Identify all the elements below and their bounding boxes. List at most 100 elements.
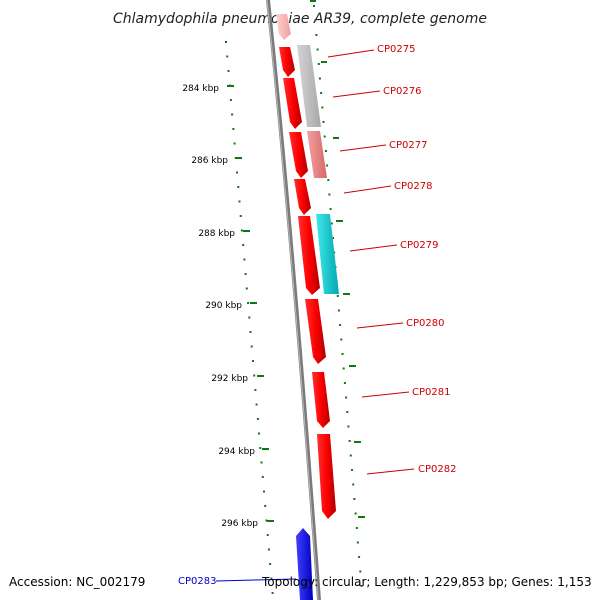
- scale-dot: [266, 534, 269, 536]
- scale-dot: [238, 200, 241, 203]
- scale-dot: [352, 483, 355, 486]
- genome-backbone: [266, 0, 321, 600]
- gene-track-outer: [297, 45, 339, 294]
- scale-dot: [259, 447, 262, 449]
- outer-scale-ticks: [310, 0, 365, 518]
- scale-dot: [265, 519, 268, 522]
- scale-dot: [229, 99, 232, 101]
- scale-dot: [315, 34, 318, 36]
- scale-dot: [249, 331, 252, 333]
- scale-dot: [236, 171, 238, 174]
- gene-block[interactable]: [307, 131, 327, 178]
- gene-track-inner: [276, 14, 336, 600]
- scale-axis: 284 kbp 286 kbp 288 kbp 290 kbp 292 kbp …: [182, 84, 274, 529]
- topology-info: Topology: circular; Length: 1,229,853 bp…: [261, 575, 592, 589]
- gene-label[interactable]: CP0282: [418, 464, 456, 475]
- scale-dot: [260, 461, 263, 464]
- gene-label-selected[interactable]: CP0283: [178, 576, 216, 587]
- scale-dot: [327, 179, 330, 181]
- scale-dot: [336, 295, 339, 297]
- scale-tick-label: 286 kbp: [191, 156, 228, 166]
- scale-dot: [242, 244, 245, 246]
- scale-dot: [232, 128, 235, 130]
- scale-dot: [320, 92, 323, 94]
- gene-arrow[interactable]: [294, 179, 311, 215]
- scale-tick-label: 284 kbp: [182, 84, 219, 94]
- scale-dot: [355, 527, 358, 529]
- accession-info: Accession: NC_002179: [9, 575, 145, 589]
- gene-label[interactable]: CP0277: [389, 140, 427, 151]
- scale-dots-outer: [313, 5, 363, 587]
- gene-label[interactable]: CP0276: [383, 86, 421, 97]
- scale-dot: [356, 541, 359, 544]
- scale-dot: [323, 135, 326, 138]
- scale-dot: [317, 63, 320, 65]
- scale-dot: [243, 258, 246, 261]
- scale-dot: [348, 440, 351, 442]
- scale-dot: [258, 432, 261, 435]
- scale-dot: [353, 498, 356, 500]
- scale-dot: [345, 396, 348, 399]
- scale-dot: [326, 164, 329, 167]
- gene-arrow[interactable]: [298, 216, 320, 295]
- scale-dot: [253, 374, 256, 377]
- scale-tick-label: 294 kbp: [218, 447, 255, 457]
- genome-backbone-highlight: [266, 0, 319, 600]
- scale-dots-inner: [225, 41, 274, 594]
- scale-tick: 284 kbp: [182, 84, 234, 94]
- scale-dot: [328, 193, 331, 196]
- gene-arrow[interactable]: [312, 372, 330, 428]
- gene-arrow[interactable]: [283, 78, 302, 129]
- scale-tick-label: 296 kbp: [221, 519, 258, 529]
- scale-tick: 294 kbp: [218, 447, 269, 457]
- gene-block[interactable]: [316, 214, 339, 294]
- scale-dot: [322, 121, 325, 123]
- scale-tick: 288 kbp: [198, 229, 250, 239]
- scale-dot: [233, 142, 236, 145]
- scale-dot: [351, 469, 353, 471]
- gene-arrow[interactable]: [276, 14, 291, 40]
- scale-dot: [347, 425, 350, 428]
- scale-dot: [240, 229, 243, 232]
- gene-arrow-selected[interactable]: [296, 528, 313, 600]
- gene-arrow[interactable]: [317, 434, 336, 519]
- scale-dot: [264, 505, 267, 507]
- scale-dot: [339, 324, 342, 326]
- gene-labels: CP0275 CP0276 CP0277 CP0278 CP0279 CP028…: [178, 44, 456, 587]
- scale-dot: [261, 476, 264, 478]
- gene-label[interactable]: CP0275: [377, 44, 415, 55]
- gene-label[interactable]: CP0279: [400, 240, 438, 251]
- scale-dot: [329, 208, 332, 210]
- scale-dot: [269, 563, 272, 565]
- gene-arrow[interactable]: [289, 132, 308, 178]
- scale-dot: [231, 113, 234, 116]
- scale-dot: [263, 490, 265, 493]
- scale-dot: [247, 302, 250, 304]
- scale-dot: [318, 77, 321, 80]
- scale-dot: [254, 389, 257, 391]
- scale-tick: 286 kbp: [191, 156, 242, 166]
- scale-tick: 292 kbp: [211, 374, 264, 384]
- scale-tick-label: 292 kbp: [211, 374, 248, 384]
- scale-dot: [244, 273, 247, 275]
- scale-dot: [316, 48, 319, 51]
- scale-dot: [354, 512, 357, 515]
- scale-dot: [256, 418, 259, 420]
- scale-dot: [271, 592, 274, 594]
- gene-label[interactable]: CP0280: [406, 318, 444, 329]
- scale-dot: [359, 570, 362, 573]
- scale-dot: [349, 454, 352, 457]
- gene-block[interactable]: [297, 45, 321, 127]
- scale-dot: [321, 106, 324, 109]
- gene-label[interactable]: CP0278: [394, 181, 432, 192]
- gene-arrow[interactable]: [279, 47, 295, 77]
- scale-dot: [337, 309, 340, 312]
- scale-dot: [267, 548, 270, 551]
- scale-dot: [314, 19, 317, 22]
- scale-dot: [313, 5, 315, 7]
- gene-arrow[interactable]: [305, 299, 326, 364]
- gene-label[interactable]: CP0281: [412, 387, 450, 398]
- scale-dot: [340, 338, 343, 341]
- scale-dot: [225, 41, 227, 43]
